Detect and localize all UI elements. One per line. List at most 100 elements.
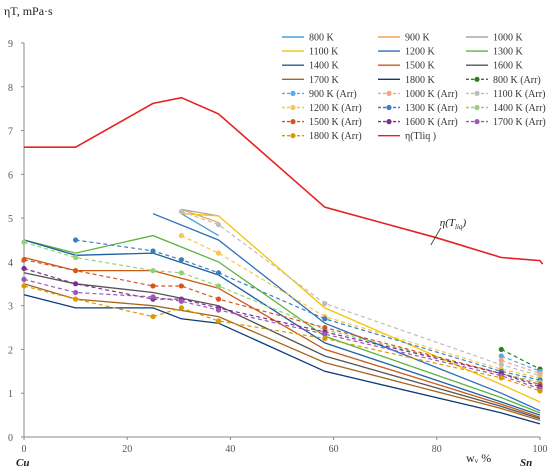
- series-19: [21, 265, 543, 390]
- legend-entry: 800 K: [282, 33, 335, 44]
- x-end-label-right: Sn: [520, 457, 532, 469]
- legend-marker: [474, 76, 480, 82]
- legend-marker: [386, 119, 392, 125]
- data-point: [150, 268, 156, 274]
- y-tick-label: 4: [8, 258, 13, 269]
- legend-label: 1800 K (Arr): [309, 131, 362, 142]
- legend-entry: 1100 K: [282, 47, 339, 58]
- legend-entry: 1400 K: [282, 61, 340, 72]
- series-line: [181, 235, 541, 379]
- annotation-label: η(Tliq): [440, 217, 467, 231]
- legend-marker: [386, 104, 392, 111]
- legend-entry: 900 K: [378, 33, 431, 44]
- x-tick-label: 60: [329, 444, 339, 455]
- x-tick-label: 100: [533, 444, 548, 455]
- series-line: [23, 256, 541, 418]
- legend-label: 1700 K: [309, 75, 340, 86]
- legend-label: 900 K: [405, 33, 431, 44]
- legend-label: 800 K (Arr): [493, 75, 541, 86]
- series-line: [23, 285, 541, 392]
- legend-label: 1700 K (Arr): [493, 117, 546, 128]
- legend-entry: 1600 K (Arr): [378, 117, 458, 128]
- legend-entry: 1200 K: [378, 47, 436, 58]
- legend-marker: [386, 90, 392, 96]
- legend-entry: 1000 K (Arr): [378, 89, 458, 100]
- series-line: [23, 294, 541, 425]
- legend-entry: 1100 K (Arr): [466, 89, 545, 100]
- data-point: [73, 268, 79, 274]
- series-line: [23, 234, 541, 414]
- data-point: [150, 283, 156, 289]
- x-ticks: 0 20 40 60 80 100: [22, 437, 548, 455]
- legend-label: 1000 K (Arr): [405, 89, 458, 100]
- data-point: [537, 388, 543, 394]
- legend-label: 1800 K: [405, 75, 436, 86]
- data-point: [73, 296, 79, 302]
- legend-label: 1500 K: [405, 61, 436, 72]
- legend-label: 1400 K (Arr): [493, 103, 546, 114]
- series-layer: [21, 96, 544, 425]
- legend-label: 1600 K (Arr): [405, 117, 458, 128]
- data-point: [215, 318, 222, 324]
- data-point: [178, 208, 184, 215]
- legend-marker: [474, 90, 480, 96]
- series-line: [23, 241, 541, 383]
- y-tick-label: 0: [8, 433, 13, 444]
- data-point: [73, 254, 79, 261]
- data-point: [21, 283, 27, 289]
- legend-marker: [290, 133, 296, 139]
- legend-entry: 1800 K: [378, 75, 436, 86]
- legend-label: 800 K: [309, 33, 335, 44]
- data-point: [178, 305, 184, 311]
- data-point: [21, 265, 27, 272]
- data-point: [498, 346, 504, 353]
- legend-label: 900 K (Arr): [309, 89, 357, 100]
- data-point: [21, 276, 27, 282]
- legend-entry: 1300 K (Arr): [378, 103, 458, 114]
- series-11: [498, 346, 543, 372]
- data-point: [322, 324, 328, 331]
- legend-label: 1600 K: [493, 61, 524, 72]
- data-point: [498, 362, 504, 368]
- legend-label: 1100 K: [309, 47, 339, 58]
- y-tick-label: 3: [8, 302, 13, 313]
- y-tick-label: 2: [8, 345, 13, 356]
- x-tick-label: 80: [432, 444, 442, 455]
- legend-marker: [290, 104, 296, 111]
- y-tick-label: 5: [8, 214, 13, 225]
- legend-label: 1200 K (Arr): [309, 103, 362, 114]
- data-point: [215, 250, 222, 256]
- series-line: [181, 210, 541, 377]
- legend-entry: 1300 K: [466, 47, 524, 58]
- data-point: [215, 307, 222, 313]
- legend-marker: [290, 119, 296, 125]
- data-point: [21, 239, 27, 245]
- series-3: [181, 213, 541, 403]
- data-point: [150, 294, 156, 300]
- legend-entry: 900 K (Arr): [282, 89, 357, 100]
- data-point: [73, 289, 79, 296]
- series-1: [181, 208, 219, 224]
- x-tick-label: 40: [225, 444, 235, 455]
- data-point: [498, 353, 504, 359]
- data-point: [178, 257, 184, 263]
- data-point: [215, 222, 222, 228]
- legend-label: 1100 K (Arr): [493, 89, 545, 100]
- legend-label: 1400 K: [309, 61, 340, 72]
- data-point: [322, 335, 328, 342]
- legend-entry: 1700 K: [282, 75, 340, 86]
- data-point: [178, 233, 184, 239]
- data-point: [150, 314, 156, 320]
- legend-label: 1000 K: [493, 33, 524, 44]
- series-line: [181, 208, 219, 217]
- series-20: [21, 276, 543, 392]
- annotation-leader: [430, 227, 442, 246]
- x-end-label-left: Cu: [16, 457, 29, 469]
- legend-label: 1200 K: [405, 47, 436, 58]
- data-point: [178, 283, 184, 289]
- series-7: [23, 256, 541, 418]
- legend-entry: 1000 K: [466, 33, 524, 44]
- data-point: [21, 257, 27, 263]
- series-15: [178, 233, 543, 381]
- legend: 800 K 900 K 1000 K 1100 K 1200 K 1300 K 1400 K…: [282, 33, 546, 142]
